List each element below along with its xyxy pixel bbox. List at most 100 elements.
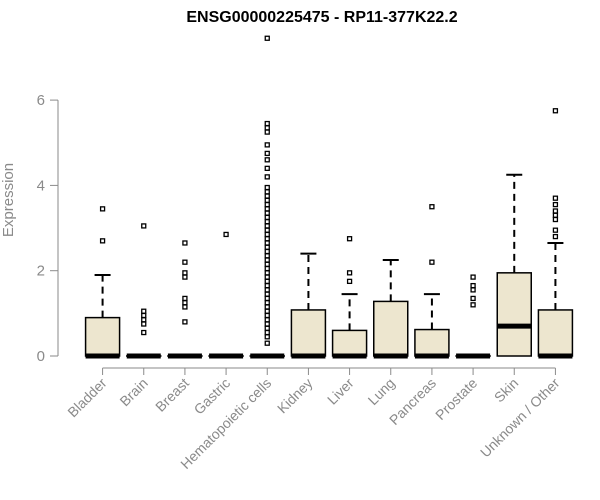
outlier-4-34 <box>264 193 270 199</box>
category-label-9: Prostate <box>432 375 480 423</box>
outlier-11-5 <box>552 201 559 208</box>
box-0 <box>84 206 121 359</box>
outlier-4-41 <box>264 142 270 148</box>
outlier-4-40 <box>264 150 270 157</box>
outlier-11-1 <box>552 227 559 233</box>
outlier-4-24 <box>264 236 270 242</box>
outlier-1-0 <box>141 329 147 336</box>
outlier-4-37 <box>264 174 270 180</box>
category-label-7: Lung <box>365 375 398 408</box>
box-11 <box>537 108 574 359</box>
box-5 <box>290 252 327 359</box>
outlier-2-6 <box>182 259 188 265</box>
outlier-9-1 <box>470 295 476 302</box>
outlier-4-0 <box>264 340 270 346</box>
outlier-4-38 <box>264 165 270 171</box>
outlier-4-5 <box>264 317 270 323</box>
outlier-4-43 <box>264 125 270 131</box>
outlier-2-4 <box>182 274 188 280</box>
box-rect-7 <box>373 300 409 357</box>
outlier-1-5 <box>141 223 147 229</box>
outlier-6-1 <box>346 270 353 276</box>
outlier-3-0 <box>223 231 229 238</box>
outlier-0-0 <box>99 238 106 244</box>
outlier-4-33 <box>264 197 270 203</box>
outlier-11-0 <box>552 233 559 240</box>
outlier-4-23 <box>264 240 270 246</box>
outlier-4-14 <box>264 278 270 285</box>
outlier-4-2 <box>264 329 270 336</box>
y-tick-label-3: 6 <box>37 92 45 109</box>
box-1 <box>126 223 162 359</box>
y-tick-label-1: 2 <box>37 263 45 280</box>
box-rect-8 <box>414 328 450 357</box>
box-7 <box>373 259 409 359</box>
outlier-4-7 <box>264 308 270 314</box>
outlier-1-2 <box>141 317 147 323</box>
category-label-10: Skin <box>491 375 522 406</box>
outlier-11-3 <box>552 212 559 218</box>
outlier-6-2 <box>346 236 353 242</box>
box-rect-10 <box>496 272 532 357</box>
category-label-5: Kidney <box>274 375 316 417</box>
outlier-8-0 <box>429 259 435 265</box>
outlier-4-16 <box>264 270 270 276</box>
outlier-4-3 <box>264 325 270 331</box>
outlier-4-1 <box>264 334 270 340</box>
box-rect-5 <box>290 309 327 357</box>
category-label-1: Brain <box>116 375 150 409</box>
outlier-4-22 <box>264 244 270 250</box>
outlier-9-2 <box>470 287 476 293</box>
outlier-9-3 <box>470 282 476 289</box>
outlier-4-19 <box>264 257 270 263</box>
outlier-4-21 <box>264 248 270 255</box>
outlier-4-42 <box>264 129 270 135</box>
outlier-4-4 <box>264 321 270 327</box>
outlier-1-3 <box>141 312 147 319</box>
box-9 <box>455 274 491 359</box>
outlier-2-3 <box>182 295 188 302</box>
outlier-4-20 <box>264 253 270 259</box>
outlier-4-12 <box>264 287 270 293</box>
category-label-2: Breast <box>152 375 192 415</box>
box-rect-6 <box>331 329 368 357</box>
outlier-4-10 <box>264 295 270 302</box>
outlier-9-0 <box>470 302 476 308</box>
box-6 <box>331 236 368 359</box>
outlier-4-6 <box>264 312 270 319</box>
outlier-1-1 <box>141 321 147 327</box>
outlier-4-30 <box>264 210 270 216</box>
outlier-4-39 <box>264 157 270 163</box>
outlier-2-7 <box>182 240 188 246</box>
category-label-6: Liver <box>324 375 357 408</box>
outlier-4-44 <box>264 120 270 127</box>
boxes <box>84 35 574 359</box>
y-tick-label-2: 4 <box>37 177 45 194</box>
outlier-11-7 <box>552 108 559 114</box>
outlier-4-13 <box>264 282 270 289</box>
outlier-4-32 <box>264 201 270 208</box>
y-axis-label: Expression <box>0 163 17 237</box>
box-8 <box>414 204 450 359</box>
box-rect-0 <box>84 316 121 357</box>
y-tick-label-0: 0 <box>37 348 45 365</box>
outlier-4-26 <box>264 227 270 233</box>
outlier-11-4 <box>552 208 559 214</box>
outlier-2-2 <box>182 300 188 306</box>
box-2 <box>167 240 203 359</box>
outlier-4-17 <box>264 265 270 272</box>
category-label-0: Bladder <box>64 375 110 421</box>
outlier-8-1 <box>429 204 435 210</box>
box-4 <box>249 35 285 359</box>
outlier-0-1 <box>99 206 106 212</box>
outlier-1-4 <box>141 308 147 314</box>
outlier-4-36 <box>264 184 270 191</box>
outlier-4-45 <box>264 35 270 41</box>
outlier-4-27 <box>264 223 270 229</box>
outlier-2-0 <box>182 319 188 325</box>
outlier-11-6 <box>552 195 559 201</box>
outlier-4-25 <box>264 231 270 238</box>
box-rect-11 <box>537 309 574 357</box>
